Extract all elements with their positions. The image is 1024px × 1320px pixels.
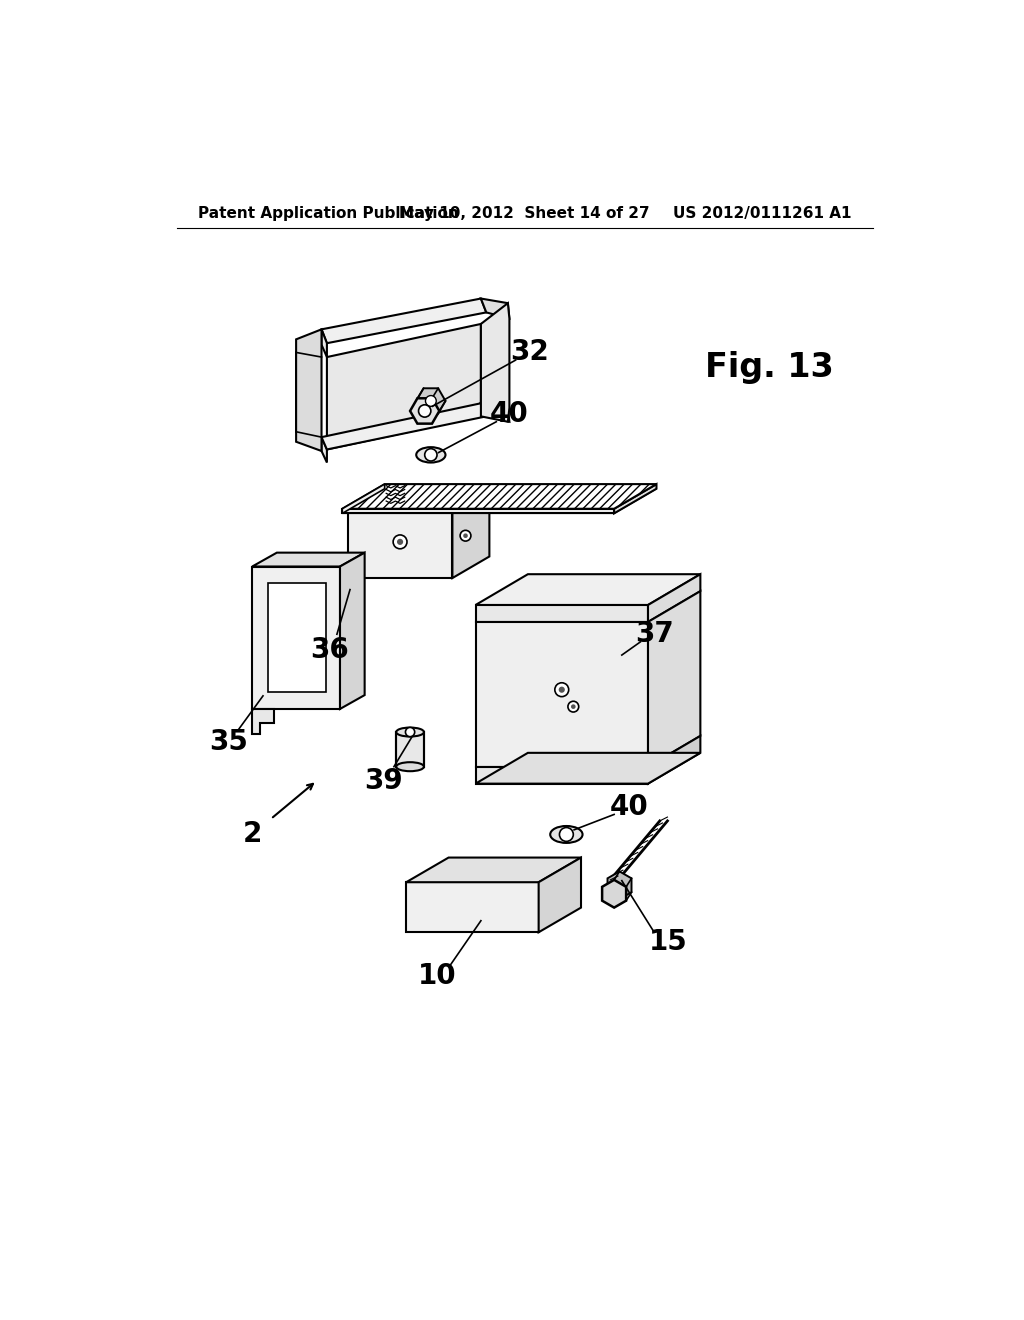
Polygon shape [348, 487, 489, 508]
Polygon shape [252, 553, 365, 566]
Polygon shape [342, 484, 385, 513]
Text: Patent Application Publication: Patent Application Publication [199, 206, 459, 222]
Polygon shape [322, 298, 486, 343]
Circle shape [460, 531, 471, 541]
Text: US 2012/0111261 A1: US 2012/0111261 A1 [673, 206, 851, 222]
Ellipse shape [416, 447, 445, 462]
Polygon shape [322, 330, 327, 358]
Circle shape [559, 686, 565, 693]
Polygon shape [252, 566, 340, 709]
Polygon shape [416, 388, 445, 413]
Polygon shape [410, 399, 439, 424]
Text: 36: 36 [310, 636, 348, 664]
Polygon shape [342, 484, 656, 508]
Polygon shape [648, 574, 700, 622]
Circle shape [419, 405, 431, 417]
Circle shape [425, 449, 437, 461]
Polygon shape [327, 323, 481, 449]
Circle shape [559, 828, 573, 841]
Polygon shape [407, 858, 581, 882]
Polygon shape [348, 508, 453, 578]
Circle shape [397, 539, 403, 545]
Text: Fig. 13: Fig. 13 [706, 351, 834, 384]
Polygon shape [342, 508, 614, 513]
Polygon shape [648, 737, 700, 784]
Circle shape [568, 701, 579, 711]
Polygon shape [475, 622, 648, 767]
Text: 10: 10 [418, 962, 457, 990]
Text: 40: 40 [610, 793, 649, 821]
Polygon shape [648, 591, 700, 767]
Ellipse shape [396, 727, 424, 737]
Text: 2: 2 [243, 821, 262, 849]
Polygon shape [407, 882, 539, 932]
Text: 35: 35 [210, 729, 249, 756]
Circle shape [393, 535, 407, 549]
Polygon shape [396, 733, 424, 767]
Polygon shape [481, 304, 509, 422]
Circle shape [463, 533, 468, 539]
Polygon shape [475, 752, 700, 784]
Polygon shape [267, 583, 326, 692]
Polygon shape [296, 330, 322, 451]
Polygon shape [340, 553, 365, 709]
Circle shape [425, 396, 436, 407]
Text: 32: 32 [510, 338, 549, 367]
Polygon shape [322, 404, 486, 449]
Polygon shape [539, 858, 581, 932]
Polygon shape [481, 404, 509, 422]
Text: 39: 39 [364, 767, 402, 795]
Polygon shape [614, 484, 656, 513]
Text: 37: 37 [635, 620, 674, 648]
Polygon shape [481, 298, 509, 318]
Polygon shape [453, 487, 489, 578]
Polygon shape [252, 709, 273, 734]
Text: May 10, 2012  Sheet 14 of 27: May 10, 2012 Sheet 14 of 27 [399, 206, 650, 222]
Ellipse shape [550, 826, 583, 843]
Text: 40: 40 [490, 400, 528, 428]
Polygon shape [475, 574, 700, 605]
Ellipse shape [396, 762, 424, 771]
Polygon shape [342, 488, 656, 513]
Polygon shape [322, 437, 327, 462]
Polygon shape [607, 871, 632, 899]
Polygon shape [602, 880, 626, 908]
Circle shape [406, 727, 415, 737]
Text: 15: 15 [648, 928, 687, 956]
Circle shape [555, 682, 568, 697]
Circle shape [571, 705, 575, 709]
Polygon shape [475, 767, 648, 784]
Polygon shape [475, 605, 648, 622]
